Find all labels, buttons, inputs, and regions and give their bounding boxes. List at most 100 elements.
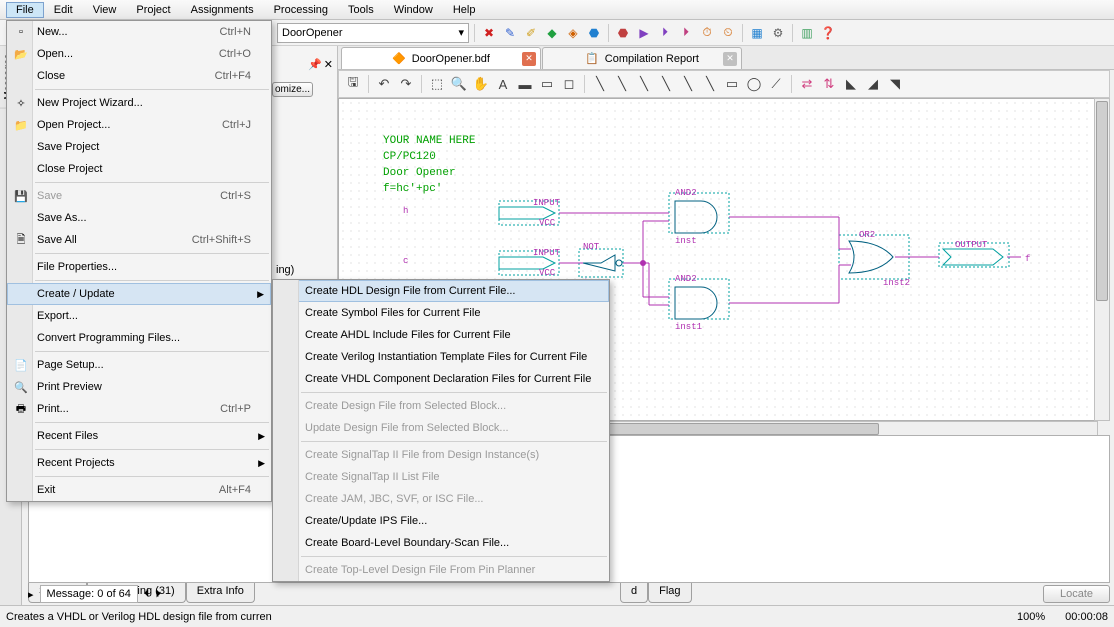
tool-icon[interactable]: ✎ bbox=[501, 24, 519, 42]
rotate-icon[interactable]: ◥ bbox=[885, 74, 905, 94]
timer-icon[interactable]: ⏱ bbox=[698, 24, 716, 42]
schematic-toolbar: 🖫 ↶ ↷ ⬚ 🔍 ✋ A ▬ ▭ ◻ ╲ ╲ ╲ ╲ ╲ ╲ ▭ ◯ ⟋ ⇄ … bbox=[338, 70, 1110, 98]
rotate-icon[interactable]: ◣ bbox=[841, 74, 861, 94]
close-icon[interactable]: ✕ bbox=[723, 52, 737, 66]
menu-item[interactable]: Save As... bbox=[7, 207, 271, 229]
close-icon[interactable]: ✕ bbox=[522, 52, 536, 66]
menu-edit[interactable]: Edit bbox=[44, 2, 83, 18]
line-icon[interactable]: ╲ bbox=[612, 74, 632, 94]
submenu-item[interactable]: Update Design File from Selected Block..… bbox=[273, 417, 609, 439]
tab-bdf[interactable]: 🔶 DoorOpener.bdf ✕ bbox=[341, 47, 541, 69]
submenu-item[interactable]: Create HDL Design File from Current File… bbox=[273, 280, 609, 302]
menu-file[interactable]: File bbox=[6, 2, 44, 18]
menu-item[interactable]: Convert Programming Files... bbox=[7, 327, 271, 349]
menu-item[interactable]: CloseCtrl+F4 bbox=[7, 65, 271, 87]
submenu-item[interactable]: Create Board-Level Boundary-Scan File... bbox=[273, 532, 609, 554]
submenu-item[interactable]: Create Top-Level Design File From Pin Pl… bbox=[273, 559, 609, 581]
menu-item[interactable]: Save Project bbox=[7, 136, 271, 158]
shortcut: Ctrl+O bbox=[219, 48, 251, 60]
rect-icon[interactable]: ▭ bbox=[537, 74, 557, 94]
rect-icon[interactable]: ▭ bbox=[722, 74, 742, 94]
flip-icon[interactable]: ⇅ bbox=[819, 74, 839, 94]
menu-item[interactable]: Recent Projects▶ bbox=[7, 452, 271, 474]
menu-item[interactable]: ✧New Project Wizard... bbox=[7, 92, 271, 114]
pan-icon[interactable]: ✋ bbox=[471, 74, 491, 94]
rotate-icon[interactable]: ◢ bbox=[863, 74, 883, 94]
tool-icon[interactable]: ◈ bbox=[564, 24, 582, 42]
board-icon[interactable]: ▥ bbox=[798, 24, 816, 42]
menu-processing[interactable]: Processing bbox=[264, 2, 338, 18]
timer-icon[interactable]: ⏲ bbox=[719, 24, 737, 42]
zoom-icon[interactable]: 🔍 bbox=[449, 74, 469, 94]
flip-icon[interactable]: ⇄ bbox=[797, 74, 817, 94]
save-icon[interactable]: 🖫 bbox=[343, 74, 363, 94]
undo-icon[interactable]: ↶ bbox=[374, 74, 394, 94]
submenu-item[interactable]: Create JAM, JBC, SVF, or ISC File... bbox=[273, 488, 609, 510]
submenu-item[interactable]: Create/Update IPS File... bbox=[273, 510, 609, 532]
v-scrollbar[interactable] bbox=[1094, 98, 1110, 421]
tool-icon[interactable]: ✖ bbox=[480, 24, 498, 42]
vcc-label: VCC bbox=[539, 268, 556, 278]
play-icon[interactable]: ⏵ bbox=[677, 24, 695, 42]
submenu-item[interactable]: Create SignalTap II File from Design Ins… bbox=[273, 444, 609, 466]
menu-item[interactable]: 🖶Print...Ctrl+P bbox=[7, 398, 271, 420]
select-icon[interactable]: ⬚ bbox=[427, 74, 447, 94]
gear-icon[interactable]: ⚙ bbox=[769, 24, 787, 42]
menu-project[interactable]: Project bbox=[126, 2, 180, 18]
submenu-item[interactable]: Create AHDL Include Files for Current Fi… bbox=[273, 324, 609, 346]
expand-icon[interactable]: ▸ bbox=[28, 588, 34, 601]
tool-icon[interactable]: ◆ bbox=[543, 24, 561, 42]
menu-item[interactable]: Export... bbox=[7, 305, 271, 327]
line-icon[interactable]: ╲ bbox=[634, 74, 654, 94]
block-icon[interactable]: ▬ bbox=[515, 74, 535, 94]
submenu-item[interactable]: Create SignalTap II List File bbox=[273, 466, 609, 488]
line-icon[interactable]: ╲ bbox=[656, 74, 676, 94]
submenu-item[interactable]: Create Design File from Selected Block..… bbox=[273, 395, 609, 417]
rect-icon[interactable]: ◻ bbox=[559, 74, 579, 94]
menu-item[interactable]: Create / Update▶ bbox=[7, 283, 271, 305]
submenu-item[interactable]: Create Symbol Files for Current File bbox=[273, 302, 609, 324]
text-icon[interactable]: A bbox=[493, 74, 513, 94]
nav-icon[interactable]: ⏴ bbox=[144, 588, 150, 601]
input-label: INPUT bbox=[533, 198, 561, 208]
redo-icon[interactable]: ↷ bbox=[396, 74, 416, 94]
tool-icon[interactable]: ⬣ bbox=[585, 24, 603, 42]
menu-help[interactable]: Help bbox=[443, 2, 486, 18]
submenu-item[interactable]: Create VHDL Component Declaration Files … bbox=[273, 368, 609, 390]
stop-icon[interactable]: ⬣ bbox=[614, 24, 632, 42]
line-icon[interactable]: ╲ bbox=[700, 74, 720, 94]
menu-item[interactable]: Close Project bbox=[7, 158, 271, 180]
line-icon[interactable]: ╲ bbox=[678, 74, 698, 94]
circle-icon[interactable]: ◯ bbox=[744, 74, 764, 94]
locate-button[interactable]: Locate bbox=[1043, 585, 1110, 603]
menu-window[interactable]: Window bbox=[384, 2, 443, 18]
menu-item[interactable]: 📁Open Project...Ctrl+J bbox=[7, 114, 271, 136]
submenu-item[interactable]: Create Verilog Instantiation Template Fi… bbox=[273, 346, 609, 368]
chip-icon[interactable]: ▦ bbox=[748, 24, 766, 42]
menu-assignments[interactable]: Assignments bbox=[181, 2, 264, 18]
menu-tools[interactable]: Tools bbox=[338, 2, 384, 18]
tab-report[interactable]: 📋 Compilation Report ✕ bbox=[542, 47, 742, 69]
nav-icon[interactable]: ⏵ bbox=[155, 588, 161, 601]
menu-item[interactable]: Recent Files▶ bbox=[7, 425, 271, 447]
menu-view[interactable]: View bbox=[83, 2, 127, 18]
arc-icon[interactable]: ⟋ bbox=[766, 74, 786, 94]
menu-item[interactable]: File Properties... bbox=[7, 256, 271, 278]
menu-icon: 📂 bbox=[13, 46, 29, 62]
menu-item[interactable]: 🗎Save AllCtrl+Shift+S bbox=[7, 229, 271, 251]
play-icon[interactable]: ▶ bbox=[635, 24, 653, 42]
close-icon[interactable]: ✕ bbox=[324, 58, 333, 71]
project-selector[interactable]: DoorOpener ▾ bbox=[277, 23, 469, 43]
menu-item[interactable]: 🔍Print Preview bbox=[7, 376, 271, 398]
menu-item[interactable]: ExitAlt+F4 bbox=[7, 479, 271, 501]
pin-icon[interactable]: 📌 bbox=[308, 58, 322, 71]
menu-item[interactable]: 📄Page Setup... bbox=[7, 354, 271, 376]
help-icon[interactable]: ❓ bbox=[819, 24, 837, 42]
menu-item[interactable]: 📂Open...Ctrl+O bbox=[7, 43, 271, 65]
play-icon[interactable]: ⏵ bbox=[656, 24, 674, 42]
menu-item[interactable]: 💾SaveCtrl+S bbox=[7, 185, 271, 207]
customize-button[interactable]: omize... bbox=[272, 82, 313, 97]
line-icon[interactable]: ╲ bbox=[590, 74, 610, 94]
tool-icon[interactable]: ✐ bbox=[522, 24, 540, 42]
menu-item[interactable]: ▫New...Ctrl+N bbox=[7, 21, 271, 43]
